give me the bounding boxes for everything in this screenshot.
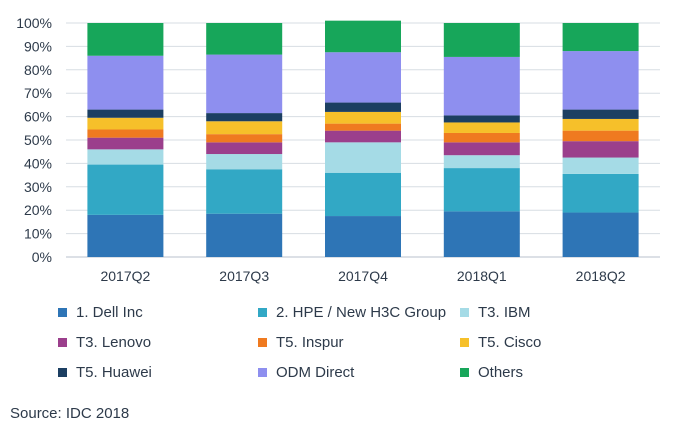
legend-label: T5. Huawei [76,364,152,381]
y-axis-ticks: 0% 10% 20% 30% 40% 50% 60% 70% 80% 90% 100% [16,15,52,265]
legend-swatch [58,368,67,377]
legend-swatch [460,368,469,377]
bar-segment [443,142,520,156]
bar-segment [206,213,283,257]
legend-swatch [460,308,469,317]
legend-item: Others [460,364,523,381]
bar-segment [206,54,283,114]
y-tick-label: 80% [24,62,52,78]
bar-segment [562,51,639,110]
bar-segment [87,129,164,138]
legend-swatch [58,308,67,317]
legend-swatch [58,338,67,347]
legend-swatch [258,308,267,317]
y-tick-label: 60% [24,109,52,125]
bar-segment [87,55,164,110]
bar-segment [87,214,164,257]
bar-segment [87,137,164,150]
bar-segment [87,109,164,118]
bar-segment [562,157,639,174]
bar-segment [87,117,164,130]
y-tick-label: 100% [16,15,52,31]
legend-label: T5. Cisco [478,334,542,351]
legend-item: ODM Direct [258,364,354,381]
y-tick-label: 40% [24,155,52,171]
legend-item: T5. Huawei [58,364,152,381]
y-tick-label: 30% [24,179,52,195]
bar-segment [443,211,520,257]
bar-segment [325,20,401,53]
bar-segment [87,149,164,165]
y-tick-label: 20% [24,202,52,218]
y-tick-label: 0% [32,249,52,265]
legend-item: 2. HPE / New H3C Group [258,304,446,321]
bar-segment [325,130,401,143]
bar-segment [443,132,520,143]
legend-swatch [460,338,469,347]
legend-label: T3. Lenovo [76,334,152,351]
bars [87,20,639,257]
legend-swatch [258,338,267,347]
legend-label: ODM Direct [276,364,355,381]
bar-segment [325,111,401,124]
legend-item: 1. Dell Inc [58,304,143,321]
bar-segment [87,164,164,215]
legend-label: T5. Inspur [276,334,344,351]
bar-segment [206,154,283,170]
bar-segment [562,118,639,131]
bar-segment [325,172,401,217]
bar-segment [325,52,401,103]
source-note: Source: IDC 2018 [10,405,130,422]
bar-segment [206,142,283,155]
bar-segment [325,216,401,257]
bar-segment [206,113,283,122]
y-tick-label: 90% [24,38,52,54]
bar-segment [325,142,401,173]
legend-item: T5. Inspur [258,334,344,351]
bar-segment [562,212,639,257]
legend-item: T3. Lenovo [58,334,151,351]
bar-segment [87,23,164,56]
bar-segment [443,23,520,57]
bar-segment [325,123,401,131]
bar-segment [206,23,283,55]
bar-segment [562,109,639,119]
bar-segment [206,169,283,214]
y-tick-label: 70% [24,85,52,101]
bar-segment [325,102,401,112]
bar-segment [206,121,283,135]
bar-segment [443,155,520,169]
legend-item: T5. Cisco [460,334,541,351]
y-tick-label: 50% [24,132,52,148]
x-tick-label: 2018Q1 [457,268,507,284]
bar-segment [443,168,520,212]
legend-item: T3. IBM [460,304,531,321]
bar-segment [443,56,520,116]
x-tick-label: 2017Q3 [219,268,269,284]
bar-segment [562,173,639,213]
x-tick-label: 2017Q4 [338,268,388,284]
y-tick-label: 10% [24,226,52,242]
x-axis-ticks: 2017Q2 2017Q3 2017Q4 2018Q1 2018Q2 [100,268,625,284]
bar-segment [562,141,639,158]
stacked-bar-chart: 0% 10% 20% 30% 40% 50% 60% 70% 80% 90% 100% 2017Q2… [16,15,660,284]
bar-segment [443,122,520,133]
x-tick-label: 2018Q2 [576,268,626,284]
x-tick-label: 2017Q2 [100,268,150,284]
legend-label: Others [478,364,524,381]
bar-segment [562,23,639,52]
bar-segment [443,115,520,123]
bar-segment [562,130,639,142]
legend-label: 2. HPE / New H3C Group [276,304,447,321]
legend-swatch [258,368,267,377]
bar-segment [206,134,283,143]
legend-label: T3. IBM [478,304,531,321]
legend-label: 1. Dell Inc [76,304,143,321]
